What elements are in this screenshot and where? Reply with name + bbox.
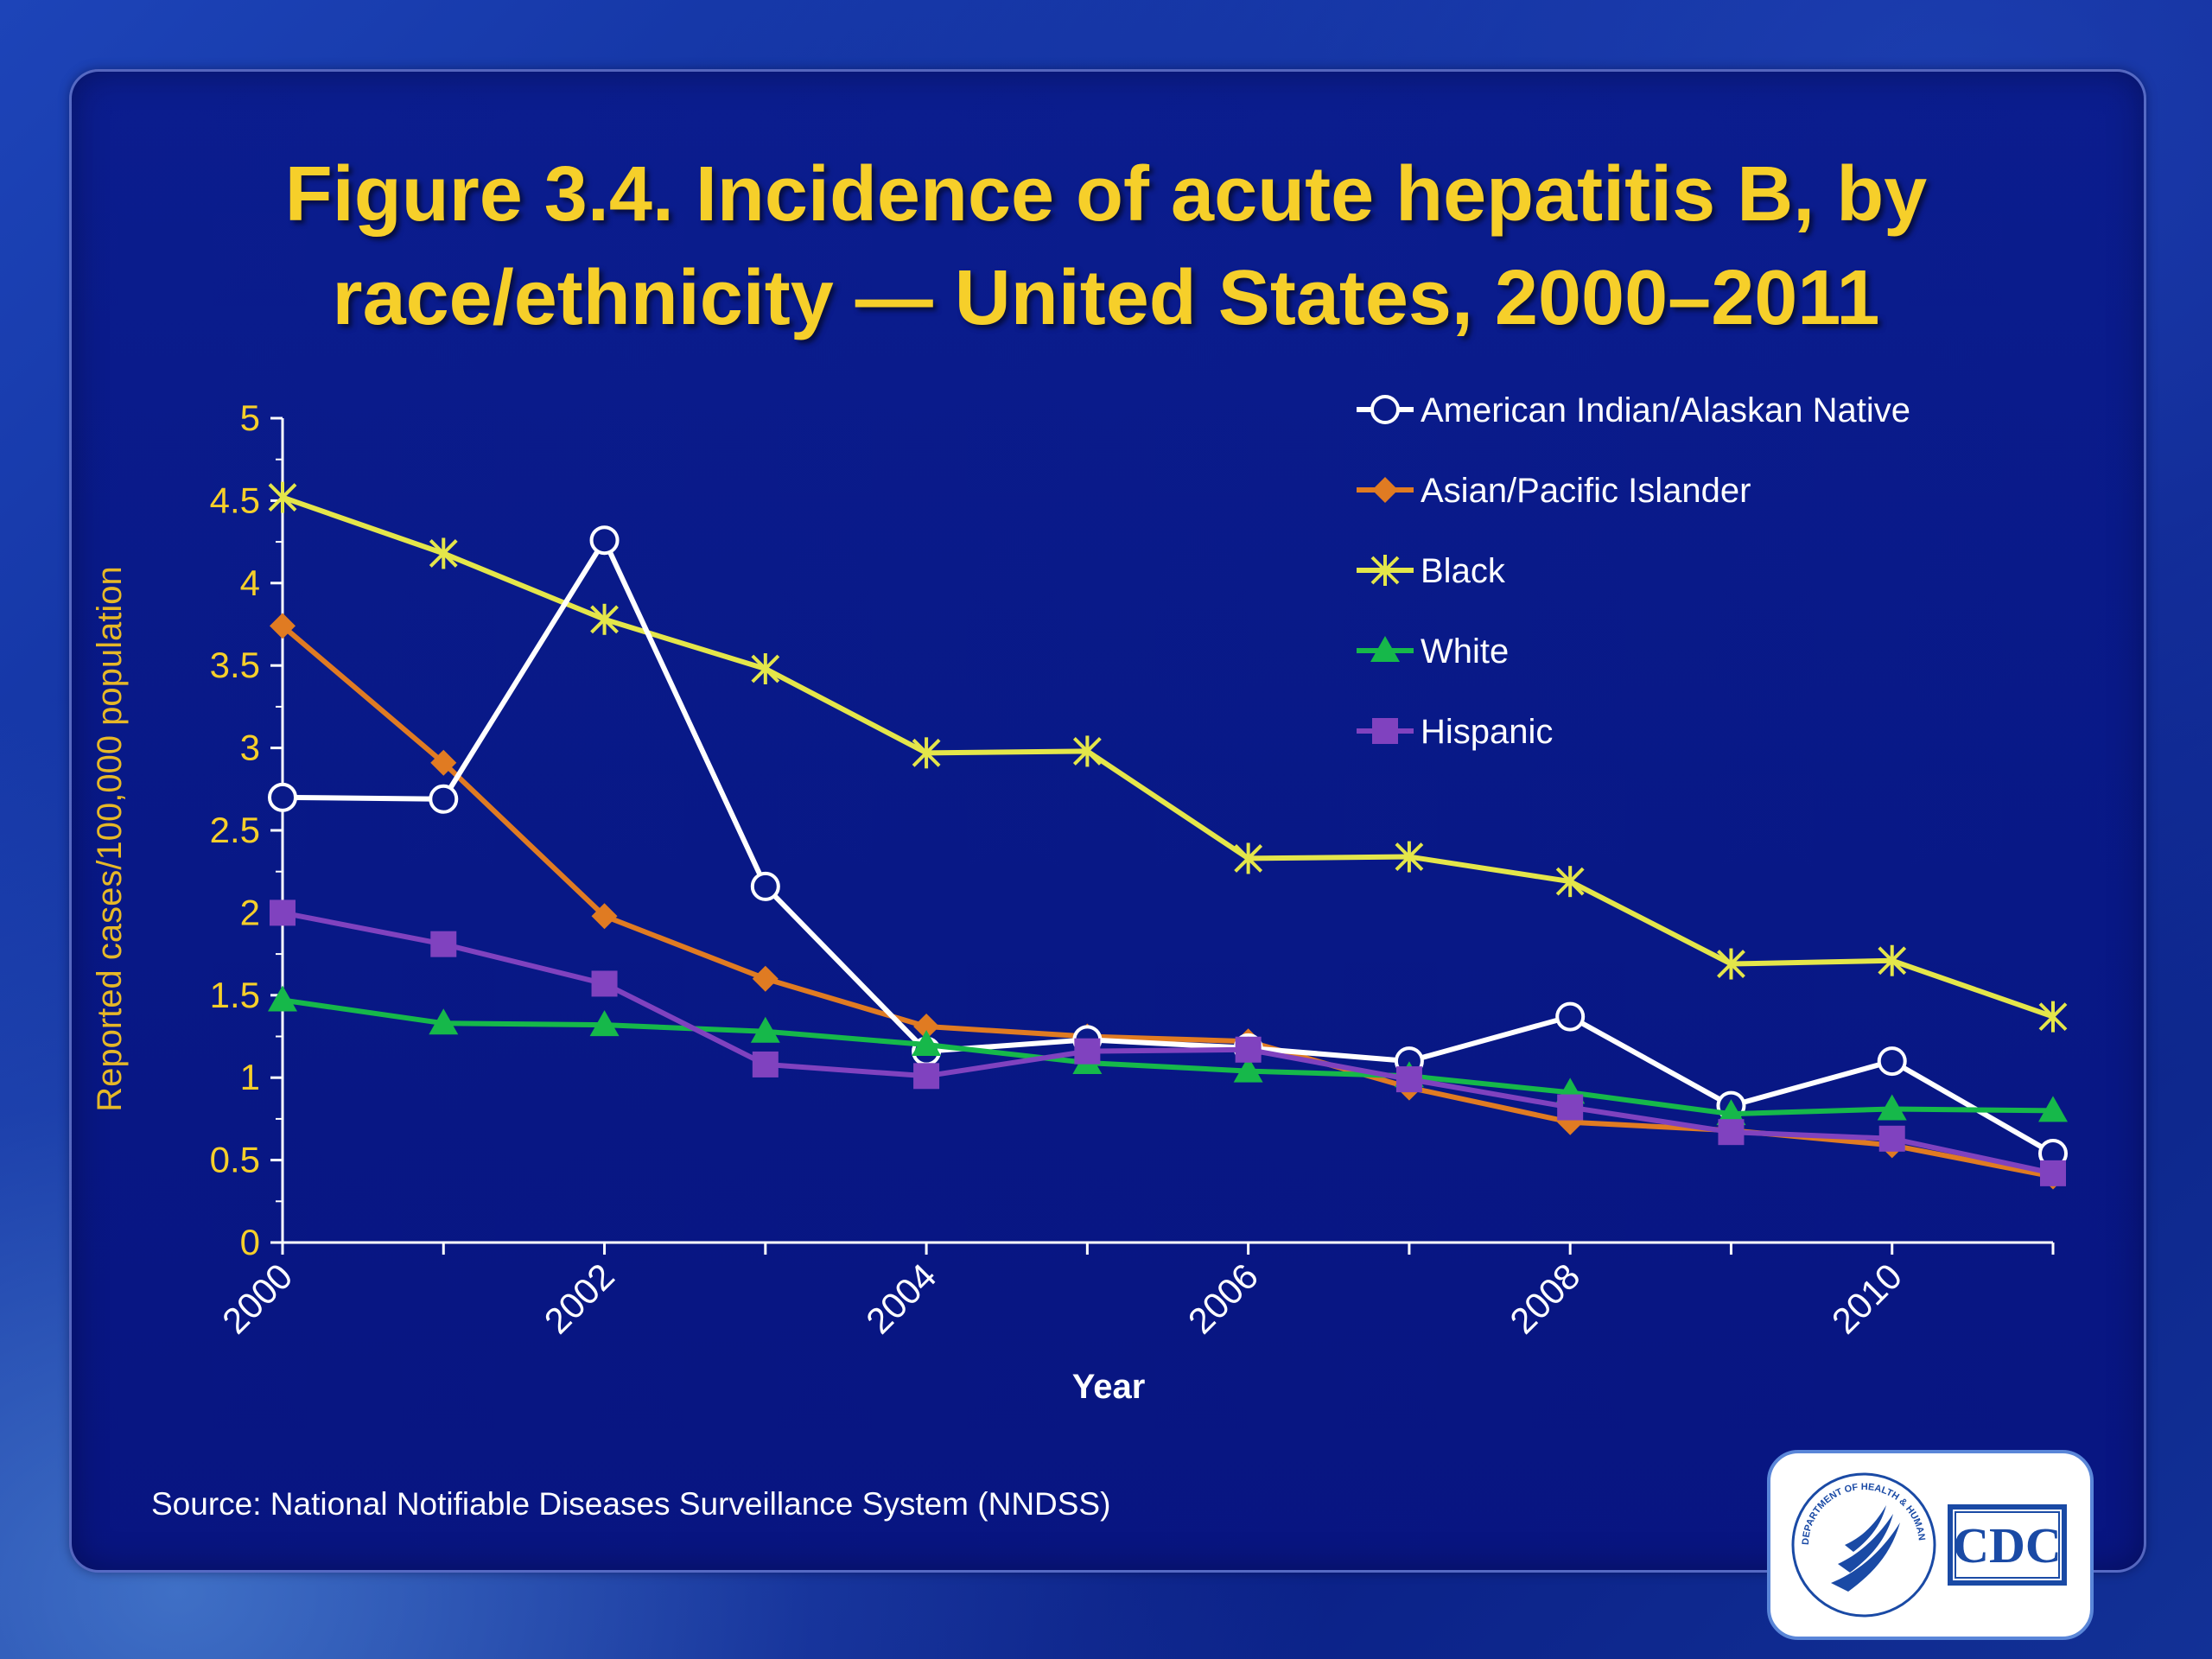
chart-series (268, 481, 2068, 1190)
y-tick-label: 4.5 (210, 480, 260, 520)
data-point-triangle (1716, 1099, 1746, 1126)
series-asian-pacific-islander (270, 613, 2066, 1190)
legend-item: Hispanic (1357, 713, 1553, 751)
data-point-star (912, 737, 941, 769)
data-point-triangle (589, 1010, 620, 1037)
data-point-circle (1877, 1046, 1907, 1077)
data-point-circle (750, 871, 780, 901)
data-point-square (1235, 1036, 1262, 1063)
data-point-star (1555, 866, 1585, 898)
y-tick-label: 4 (240, 563, 260, 603)
legend-label: American Indian/Alaskan Native (1421, 391, 1910, 429)
y-tick-label: 5 (240, 397, 260, 438)
data-point-square (1395, 1066, 1422, 1093)
data-point-star (2038, 1001, 2068, 1033)
y-tick-label: 3 (240, 728, 260, 768)
x-tick-label: 2010 (1824, 1255, 1910, 1341)
legend-label: Hispanic (1421, 713, 1553, 751)
series-black (268, 481, 2068, 1033)
chart-axes: 0 0.5 1 1.5 2 2.5 3 3.5 4 4.5 5 Reported cases/100,… (91, 397, 2055, 1406)
data-point-square (1557, 1094, 1584, 1121)
legend-item: Asian/Pacific Islander (1357, 472, 1751, 510)
data-point-square (430, 931, 457, 957)
y-tick-label: 1 (240, 1057, 260, 1097)
data-point-triangle (1877, 1094, 1907, 1121)
data-point-diamond (1372, 477, 1398, 503)
series-american-indian-alaskan-native (268, 525, 2068, 1168)
data-point-circle (429, 784, 459, 814)
data-point-square (270, 899, 296, 926)
data-point-square (1878, 1125, 1905, 1152)
source-note: Source: National Notifiable Diseases Sur… (151, 1486, 1111, 1522)
x-axis-title: Year (1072, 1368, 1146, 1406)
data-point-square (591, 970, 618, 997)
x-tick-label: 2002 (537, 1255, 622, 1341)
data-point-diamond (752, 965, 779, 992)
legend-item: Black (1357, 552, 1506, 590)
x-tick-label: 2006 (1180, 1255, 1266, 1341)
series-line (281, 624, 2054, 1179)
y-axis-title: Reported cases/100,000 population (91, 566, 129, 1112)
data-point-square (1074, 1038, 1101, 1065)
x-tick-label: 2008 (1502, 1255, 1587, 1341)
series-line (282, 997, 2054, 1117)
data-point-triangle (750, 1016, 780, 1043)
data-point-diamond (591, 903, 618, 930)
legend-label: Asian/Pacific Islander (1421, 472, 1751, 510)
data-point-square (1718, 1119, 1745, 1146)
y-tick-label: 2 (240, 892, 260, 932)
data-point-star (429, 537, 458, 569)
data-point-star (268, 481, 297, 513)
data-point-triangle (429, 1008, 459, 1035)
data-point-star (1878, 944, 1907, 976)
data-point-square (752, 1051, 779, 1077)
hhs-eagle-seal-icon: DEPARTMENT OF HEALTH & HUMAN SERVICES US… (1767, 1446, 2067, 1618)
data-point-star (1370, 555, 1400, 586)
legend-label: Black (1421, 552, 1506, 590)
chart-legend: American Indian/Alaskan Native Asian/Paci… (1357, 391, 1910, 751)
data-point-triangle (268, 985, 297, 1012)
y-tick-label: 3.5 (210, 645, 260, 685)
x-tick-label: 2004 (858, 1255, 944, 1341)
y-tick-label: 0 (240, 1222, 260, 1262)
data-point-triangle (912, 1030, 942, 1057)
data-point-diamond (913, 1014, 940, 1040)
data-point-circle (1370, 395, 1400, 424)
chart-title-line-1: Figure 3.4. Incidence of acute hepatitis… (284, 151, 1928, 238)
data-point-star (590, 603, 619, 635)
data-point-star (1395, 841, 1424, 873)
data-point-square (1372, 718, 1398, 744)
data-point-circle (589, 525, 620, 556)
data-point-diamond (270, 613, 296, 639)
y-tick-label: 1.5 (210, 975, 260, 1015)
data-point-star (1234, 842, 1263, 874)
data-point-star (1072, 735, 1102, 767)
data-point-triangle (2038, 1096, 2068, 1122)
slide-panel (69, 69, 2146, 1573)
y-tick-label: 2.5 (210, 810, 260, 850)
data-point-square (913, 1063, 940, 1090)
data-point-triangle (1370, 636, 1400, 662)
cdc-logo-text: CDC (1953, 1517, 2062, 1573)
series-line (282, 494, 2054, 1020)
legend-label: White (1421, 632, 1509, 671)
series-line (282, 537, 2055, 1156)
x-tick-label: 2000 (214, 1255, 300, 1341)
y-tick-label: 0.5 (210, 1140, 260, 1180)
data-point-star (751, 653, 780, 685)
chart-title-line-2: race/ethnicity — United States, 2000–201… (332, 255, 1880, 341)
series-white (268, 985, 2068, 1126)
data-point-circle (1555, 1001, 1586, 1032)
legend-item: White (1357, 632, 1509, 671)
series-hispanic (270, 899, 2066, 1186)
series-line (282, 910, 2054, 1176)
data-point-star (1717, 948, 1745, 980)
data-point-circle (268, 782, 297, 812)
legend-item: American Indian/Alaskan Native (1357, 391, 1910, 429)
data-point-square (2040, 1160, 2066, 1186)
data-point-diamond (430, 749, 457, 776)
data-point-triangle (1233, 1056, 1263, 1083)
cdc-logo: DEPARTMENT OF HEALTH & HUMAN SERVICES US… (1767, 1446, 2094, 1640)
